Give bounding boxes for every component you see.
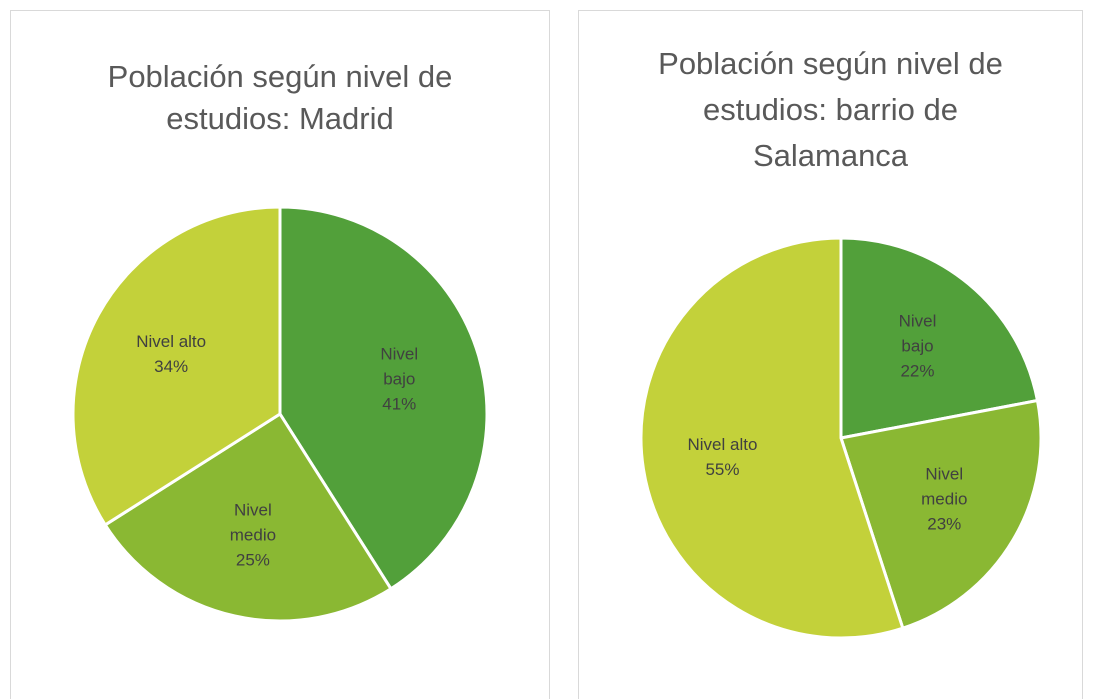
value-label: 22% bbox=[900, 361, 935, 381]
value-label: 25% bbox=[235, 550, 270, 570]
chart-title: Población según nivel de estudios: Madri… bbox=[107, 59, 453, 136]
value-label: 55% bbox=[705, 459, 740, 479]
category-label: Nivel bajo bbox=[380, 344, 419, 389]
chart-title: Población según nivel de estudios: barri… bbox=[658, 46, 1003, 173]
pie-slice bbox=[71, 205, 282, 527]
category-label: Nivel medio bbox=[921, 464, 968, 509]
data-label: Nivel medio 25% bbox=[218, 498, 288, 573]
data-label: Nivel medio 23% bbox=[909, 462, 979, 537]
chart-panel: Población según nivel de estudios: Madri… bbox=[10, 10, 550, 699]
pie-slice bbox=[839, 398, 1043, 631]
category-label: Nivel alto bbox=[136, 332, 207, 352]
data-label: Nivel bajo 22% bbox=[882, 308, 952, 383]
pie-slice bbox=[639, 236, 905, 640]
category-label: Nivel alto bbox=[687, 434, 758, 454]
data-label: Nivel bajo 41% bbox=[364, 342, 434, 417]
value-label: 23% bbox=[927, 514, 962, 534]
data-label: Nivel alto 55% bbox=[687, 432, 758, 482]
category-label: Nivel bajo bbox=[898, 311, 937, 356]
chart-panel: Población según nivel de estudios: barri… bbox=[578, 10, 1083, 699]
chart bbox=[639, 236, 1043, 640]
value-label: 41% bbox=[382, 394, 417, 414]
data-label: Nivel alto 34% bbox=[136, 329, 206, 379]
category-label: Nivel medio bbox=[229, 500, 277, 545]
chart bbox=[71, 205, 489, 623]
value-label: 34% bbox=[154, 357, 189, 377]
pie-slice bbox=[839, 236, 1040, 440]
pie-slice bbox=[103, 411, 393, 623]
